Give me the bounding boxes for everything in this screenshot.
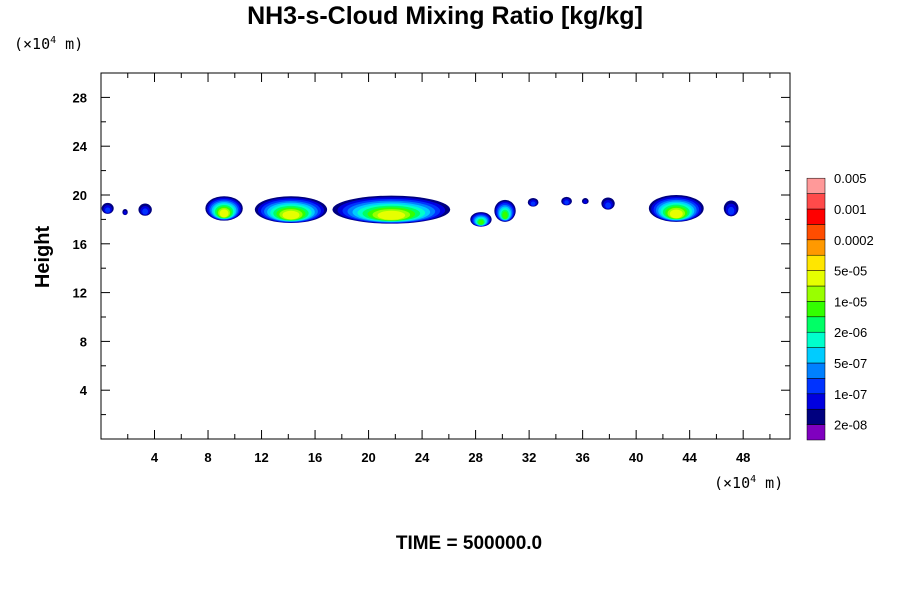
cloud-contour-level: [478, 219, 484, 225]
y-axis-label: Height: [32, 226, 54, 289]
cloud-contour-level: [377, 210, 406, 220]
colorbar-swatch: [806, 177, 826, 194]
x-tick-label: 20: [361, 450, 375, 465]
colorbar-swatch: [806, 378, 826, 395]
cloud-contour-level: [123, 210, 127, 215]
colorbar-swatch: [806, 316, 826, 333]
y-axis-unit: (×104 m): [14, 35, 83, 53]
cloud-blob: [138, 203, 152, 216]
time-label: TIME = 500000.0: [396, 533, 542, 554]
cloud-blob: [122, 209, 128, 216]
x-axis-unit: (×104 m): [714, 474, 783, 492]
cloud-blob: [254, 196, 328, 224]
x-tick-label: 12: [254, 450, 268, 465]
colorbar-swatch: [806, 301, 826, 318]
cloud-contour-level: [282, 210, 300, 220]
colorbar-swatch: [806, 362, 826, 379]
y-tick-label: 20: [73, 188, 87, 203]
cloud-contour-level: [530, 201, 536, 206]
y-tick-label: 24: [73, 139, 88, 154]
x-tick-label: 28: [468, 450, 482, 465]
colorbar-label: 0.0002: [834, 233, 874, 248]
cloud-blob: [332, 195, 451, 224]
colorbar-swatch: [806, 393, 826, 410]
cloud-blob: [723, 200, 739, 217]
cloud-contour-level: [142, 208, 149, 215]
cloud-contour-level: [669, 209, 683, 219]
cloud-blob: [601, 197, 615, 210]
x-tick-label: 32: [522, 450, 536, 465]
cloud-contour-level: [105, 207, 111, 213]
cloud-contour-level: [727, 206, 735, 215]
colorbar-label: 0.005: [834, 171, 867, 186]
colorbar-swatch: [806, 270, 826, 287]
colorbar-swatch: [806, 424, 826, 441]
x-tick-label: 8: [204, 450, 211, 465]
chart-title: NH3-s-Cloud Mixing Ratio [kg/kg]: [247, 2, 643, 30]
colorbar-label: 1e-05: [834, 294, 867, 309]
colorbar-label: 0.001: [834, 202, 867, 217]
x-tick-label: 4: [151, 450, 159, 465]
colorbar-swatch: [806, 254, 826, 271]
x-tick-label: 44: [682, 450, 697, 465]
y-tick-label: 16: [73, 237, 87, 252]
x-tick-label: 16: [308, 450, 322, 465]
colorbar: 2e-08 1e-07 5e-07 2e-06 1e-05 5e-05 0.0002 0.00…: [806, 171, 874, 441]
cloud-blob: [527, 198, 539, 207]
colorbar-label: 1e-07: [834, 387, 867, 402]
cloud-blob: [561, 196, 572, 206]
x-tick-label: 36: [575, 450, 589, 465]
cloud-contour-level: [583, 199, 588, 204]
colorbar-label: 2e-06: [834, 325, 867, 340]
cloud-contour-level: [502, 211, 508, 219]
colorbar-swatch: [806, 193, 826, 210]
colorbar-label: 5e-05: [834, 264, 867, 279]
y-tick-label: 12: [73, 286, 87, 301]
colorbar-swatch: [806, 408, 826, 425]
colorbar-swatch: [806, 285, 826, 302]
x-tick-label: 48: [736, 450, 750, 465]
cloud-contour-level: [564, 200, 569, 205]
y-tick-label: 8: [80, 334, 87, 349]
x-tick-label: 40: [629, 450, 643, 465]
colorbar-swatch: [806, 208, 826, 225]
plot-area: [101, 195, 739, 227]
cloud-blob: [494, 199, 516, 222]
colorbar-swatch: [806, 331, 826, 348]
colorbar-swatch: [806, 239, 826, 256]
cloud-blob: [648, 195, 704, 222]
cloud-blob: [470, 212, 492, 227]
cloud-contour-level: [605, 202, 611, 209]
cloud-blob: [581, 198, 589, 205]
plot-frame: [100, 72, 791, 440]
colorbar-swatch: [806, 224, 826, 241]
colorbar-label: 2e-08: [834, 418, 867, 433]
x-tick-label: 24: [415, 450, 430, 465]
cloud-blob: [101, 202, 114, 214]
cloud-contour-level: [219, 209, 229, 218]
y-tick-label: 4: [80, 383, 88, 398]
y-tick-label: 28: [73, 90, 87, 105]
cloud-blob: [205, 196, 243, 221]
colorbar-swatch: [806, 347, 826, 364]
colorbar-label: 5e-07: [834, 356, 867, 371]
